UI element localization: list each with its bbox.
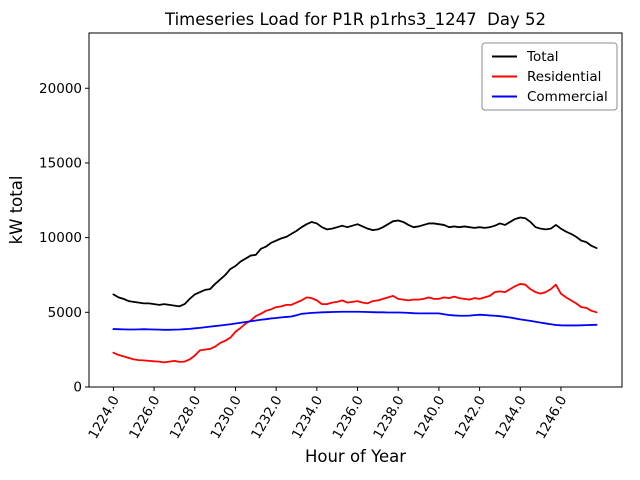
plot-border [88, 32, 623, 388]
chart-title: Timeseries Load for P1R p1rhs3_1247 Day … [164, 10, 546, 30]
x-tick-label: 1232.0 [248, 393, 285, 442]
legend-box [481, 42, 618, 111]
x-tick-label: 1240.0 [411, 393, 448, 442]
x-tick-label: 1228.0 [167, 393, 204, 442]
y-tick-label: 5000 [48, 305, 82, 321]
x-tick-label: 1238.0 [370, 393, 407, 442]
legend-entry-residential: Residential [492, 69, 601, 85]
x-tick-label: 1246.0 [533, 393, 570, 442]
x-tick-label: 1224.0 [85, 393, 122, 442]
y-axis-label: kW total [7, 176, 26, 245]
x-tick-label: 1242.0 [452, 393, 489, 442]
x-axis-label: Hour of Year [305, 447, 406, 466]
legend-label: Residential [527, 69, 601, 85]
y-tick-label: 20000 [39, 81, 82, 97]
x-tick-label: 1236.0 [330, 393, 367, 442]
legend-entry-commercial: Commercial [492, 89, 608, 105]
plot-area [112, 216, 598, 364]
legend-entry-total: Total [492, 49, 559, 65]
x-tick-label: 1244.0 [492, 393, 529, 442]
series-line-commercial [112, 310, 598, 331]
legend: Total Residential Commercial [481, 42, 618, 111]
x-tick-label: 1226.0 [126, 393, 163, 442]
y-tick-label: 10000 [39, 230, 82, 246]
y-tick-label: 15000 [39, 155, 82, 171]
y-tick-label: 0 [73, 380, 82, 396]
legend-label: Commercial [527, 89, 608, 105]
legend-label: Total [526, 49, 559, 65]
series-line-total [112, 216, 598, 308]
x-tick-label: 1234.0 [289, 393, 326, 442]
series-line-residential [112, 283, 598, 364]
x-tick-label: 1230.0 [207, 393, 244, 442]
